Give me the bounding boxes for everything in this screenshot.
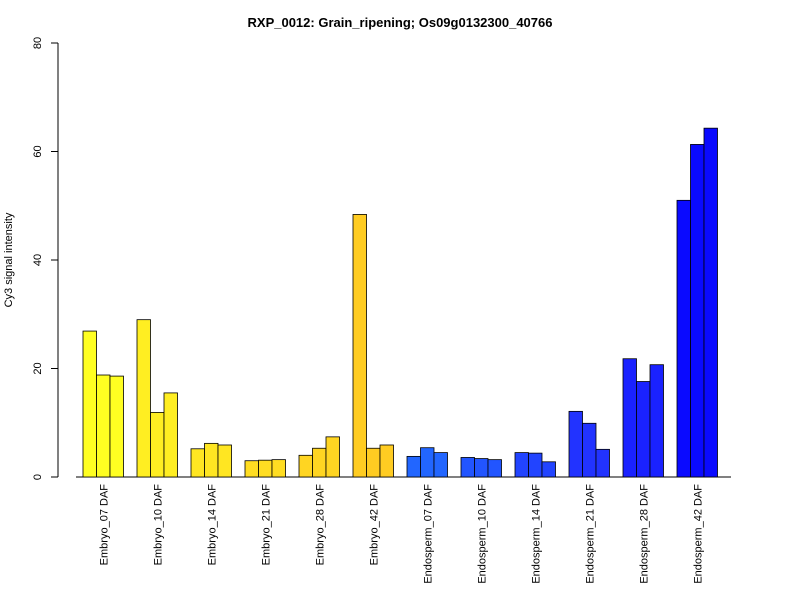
x-tick-label: Endosperm_21 DAF [584, 484, 596, 584]
bar [366, 447, 381, 478]
bar [217, 444, 232, 478]
x-axis-labels: Embryo_07 DAF Embryo_10 DAF Embryo_14 DAF E… [98, 484, 704, 584]
bar [204, 442, 219, 478]
bar [352, 214, 367, 478]
x-tick-label: Endosperm_14 DAF [530, 484, 542, 584]
bar [190, 448, 205, 478]
bar [150, 412, 165, 478]
x-tick-label: Embryo_10 DAF [152, 484, 164, 566]
bar [514, 452, 529, 478]
x-tick-label: Endosperm_28 DAF [638, 484, 650, 584]
x-tick-label: Endosperm_07 DAF [422, 484, 434, 584]
y-tick-label: 80 [32, 37, 44, 49]
bar [595, 448, 610, 478]
bar [433, 452, 448, 478]
bar [258, 459, 273, 478]
y-axis-ticks: 0 20 40 60 80 [32, 37, 58, 480]
bar [690, 144, 705, 478]
bar [703, 127, 718, 478]
bar [379, 444, 394, 478]
bar [271, 459, 286, 478]
bar [420, 447, 435, 478]
bar [325, 436, 340, 478]
bar [298, 454, 313, 478]
bar [163, 392, 178, 478]
bar [109, 375, 124, 478]
x-tick-label: Embryo_42 DAF [368, 484, 380, 566]
bar [582, 422, 597, 478]
bar [622, 358, 637, 478]
bar [568, 410, 583, 478]
chart-title: RXP_0012: Grain_ripening; Os09g0132300_4… [248, 15, 553, 30]
bar [541, 461, 556, 478]
x-tick-label: Embryo_07 DAF [98, 484, 110, 566]
bar [636, 381, 651, 478]
bar [528, 452, 543, 478]
x-tick-label: Embryo_14 DAF [206, 484, 218, 566]
bar [312, 447, 327, 478]
bar [474, 458, 489, 478]
bars-group [82, 127, 718, 478]
bar [136, 319, 151, 478]
bar [487, 459, 502, 478]
bar [460, 457, 475, 478]
bar [82, 330, 97, 478]
y-tick-label: 20 [32, 362, 44, 374]
x-tick-label: Embryo_28 DAF [314, 484, 326, 566]
bar [244, 460, 259, 478]
x-tick-label: Endosperm_10 DAF [476, 484, 488, 584]
y-tick-label: 0 [32, 474, 44, 480]
y-tick-label: 60 [32, 145, 44, 157]
x-tick-label: Embryo_21 DAF [260, 484, 272, 566]
x-tick-label: Endosperm_42 DAF [692, 484, 704, 584]
bar [676, 199, 691, 478]
bar [406, 455, 421, 478]
y-axis-label: Cy3 signal intensity [3, 212, 15, 307]
y-tick-label: 40 [32, 254, 44, 266]
bar [649, 364, 664, 478]
bar [96, 374, 111, 478]
